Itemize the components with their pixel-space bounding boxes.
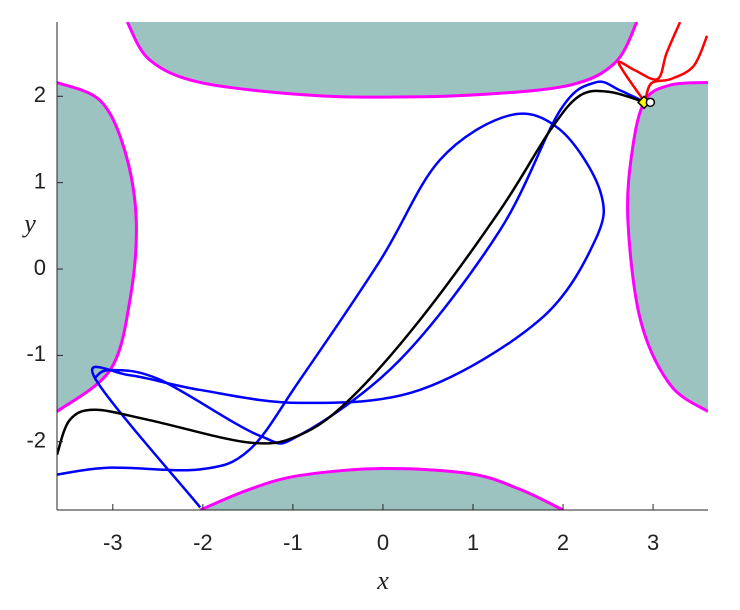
x-tick-label: 1: [467, 530, 479, 555]
trajectory: [57, 112, 605, 509]
obstacle-region: [127, 22, 637, 98]
x-axis-label: x: [376, 566, 389, 595]
x-tick-label: 2: [557, 530, 569, 555]
obstacle-boundary: [125, 22, 639, 99]
trajectory: [643, 35, 708, 103]
obstacle-region: [57, 82, 137, 412]
y-tick-label: 1: [34, 168, 46, 193]
trajectory: [94, 80, 646, 445]
y-tick-label: -2: [26, 428, 46, 453]
goal-marker: [645, 97, 656, 108]
x-tick-label: 3: [647, 530, 659, 555]
plot-area: [57, 22, 708, 510]
y-tick-label: 2: [34, 82, 46, 107]
x-tick-label: -2: [193, 530, 213, 555]
x-tick-label: -3: [103, 530, 123, 555]
obstacle-region: [200, 468, 564, 510]
obstacle-boundary: [199, 467, 564, 510]
trajectory: [57, 89, 646, 456]
y-tick-label: 0: [34, 255, 46, 280]
obstacle-boundary: [626, 80, 708, 413]
y-tick-label: -1: [26, 341, 46, 366]
obstacle-region: [627, 82, 708, 412]
y-axis-label: y: [21, 209, 36, 238]
x-tick-label: -1: [283, 530, 303, 555]
x-tick-label: 0: [377, 530, 389, 555]
trajectory: [617, 22, 682, 104]
